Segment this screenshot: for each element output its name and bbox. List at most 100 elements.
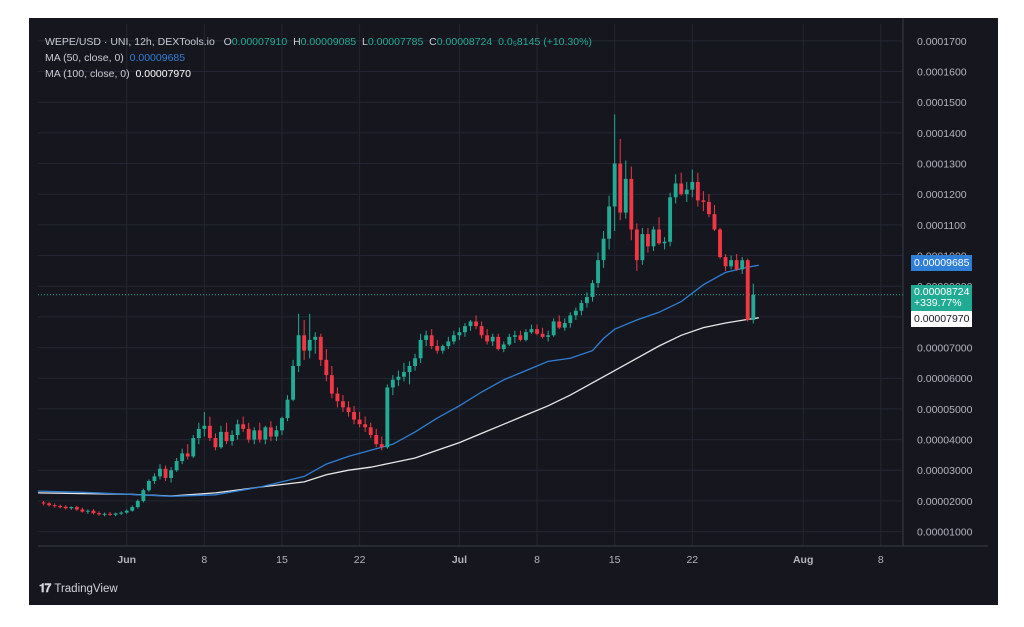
x-tick-label: 22 [686, 554, 698, 566]
candle-body [496, 336, 501, 350]
candle-body [291, 365, 296, 400]
candle-body [418, 339, 423, 359]
candle-body [396, 376, 401, 380]
candle-body [274, 430, 279, 437]
candle-body [80, 509, 85, 512]
candle-body [501, 344, 506, 350]
candle-body [97, 513, 101, 515]
legend-ma50-value: 0.00009685 [129, 52, 186, 64]
candle-body [690, 181, 695, 190]
y-tick-label: 0.0001700 [917, 36, 967, 48]
y-tick-label: 0.0001500 [917, 97, 967, 109]
candle-body [213, 438, 218, 448]
candle-body [307, 339, 312, 351]
last-price-tag: 0.00008724 +339.77% [911, 285, 973, 311]
tradingview-logo-icon: 𝟏𝟕 [39, 581, 51, 595]
candle-body [512, 335, 517, 337]
legend-symbol: WEPE/USD · UNI, 12h, DEXTools.io [45, 36, 215, 48]
candle-body [235, 424, 240, 435]
candle-body [263, 427, 268, 440]
last-price-text: 0.00008724 [914, 286, 970, 298]
candle-body [657, 229, 661, 244]
candle-body [518, 335, 523, 340]
candle-body [751, 294, 756, 320]
ma50-price-tag-text: 0.00009685 [914, 257, 970, 269]
tradingview-logo[interactable]: 𝟏𝟕 TradingView [39, 581, 118, 596]
candle-body [562, 323, 567, 328]
candle-body [163, 468, 168, 478]
candle-body [440, 346, 445, 351]
ma100-price-tag: 0.00007970 [911, 311, 973, 327]
y-tick-label: 0.0001200 [917, 189, 967, 201]
candle-body [490, 336, 495, 342]
candle-body [463, 326, 467, 333]
y-tick-label: 0.00004000 [917, 435, 973, 447]
candle-body [102, 513, 107, 515]
candle-body [124, 510, 129, 513]
candle-body [141, 490, 146, 501]
y-tick-label: 0.00005000 [917, 404, 973, 416]
candle-body [745, 260, 750, 320]
candle-body [413, 358, 417, 366]
candle-body [58, 506, 63, 508]
candle-body [402, 372, 406, 377]
candle-body [573, 310, 578, 316]
candle-body [695, 181, 700, 201]
legend-close-label: C [429, 36, 437, 48]
candle-body [285, 399, 290, 419]
candle-body [557, 321, 562, 328]
chart-frame: 0.0001700 0.0001600 0.0001500 0.0001400 0.00… [29, 18, 998, 605]
ma100-price-tag-text: 0.00007970 [914, 313, 970, 325]
candle-body [47, 503, 52, 506]
legend-open-label: O [223, 36, 232, 48]
candle-body [174, 461, 179, 471]
candle-body [158, 468, 162, 477]
legend-high-value: 0.00009085 [300, 36, 357, 48]
candle-body [268, 427, 273, 437]
candle-body [85, 510, 90, 512]
candle-body [662, 241, 667, 244]
y-tick-label: 0.00001000 [917, 527, 973, 539]
chart-canvas[interactable]: 0.0001700 0.0001600 0.0001500 0.0001400 0.00… [29, 18, 998, 605]
candle-body [451, 335, 456, 342]
legend-high-label: H [293, 36, 301, 48]
candle-body [63, 506, 68, 509]
legend-ma100[interactable]: MA (100, close, 0) 0.00007970 [45, 68, 191, 80]
candle-body [651, 229, 656, 247]
candle-body [618, 163, 623, 213]
legend-open-value: 0.00007910 [231, 36, 288, 48]
candle-body [435, 346, 440, 351]
y-tick-label: 0.0001300 [917, 159, 967, 171]
ma50-price-tag: 0.00009685 [911, 255, 973, 271]
ma50-line [37, 264, 759, 497]
candle-body [224, 431, 229, 442]
candle-body [135, 500, 140, 508]
legend-change: 0.0₅8145 (+10.30%) [498, 36, 592, 48]
x-tick-label: 15 [276, 554, 288, 566]
candle-body [52, 505, 57, 507]
candle-body [280, 418, 284, 431]
candle-body [374, 434, 379, 445]
x-tick-label: Jun [117, 554, 136, 566]
candle-body [379, 444, 384, 448]
candle-body [529, 329, 534, 333]
candle-body [546, 335, 551, 337]
candle-body [540, 333, 545, 337]
x-tick-label: 8 [201, 554, 207, 566]
candle-body [313, 336, 318, 340]
legend-ma50[interactable]: MA (50, close, 0) 0.00009685 [45, 52, 185, 64]
x-tick-label: Aug [793, 554, 813, 566]
candle-body [352, 411, 356, 420]
candle-body [41, 502, 46, 504]
candle-body [385, 387, 390, 448]
candle-body [108, 513, 113, 515]
x-tick-label: Jul [452, 554, 467, 566]
candle-body [579, 303, 584, 311]
x-tick-label: 8 [534, 554, 540, 566]
candle-body [302, 335, 307, 351]
candle-body [329, 375, 334, 394]
x-tick-label: 22 [354, 554, 366, 566]
ma100-line [37, 317, 759, 497]
candle-body [202, 425, 207, 429]
y-tick-label: 0.00006000 [917, 373, 973, 385]
